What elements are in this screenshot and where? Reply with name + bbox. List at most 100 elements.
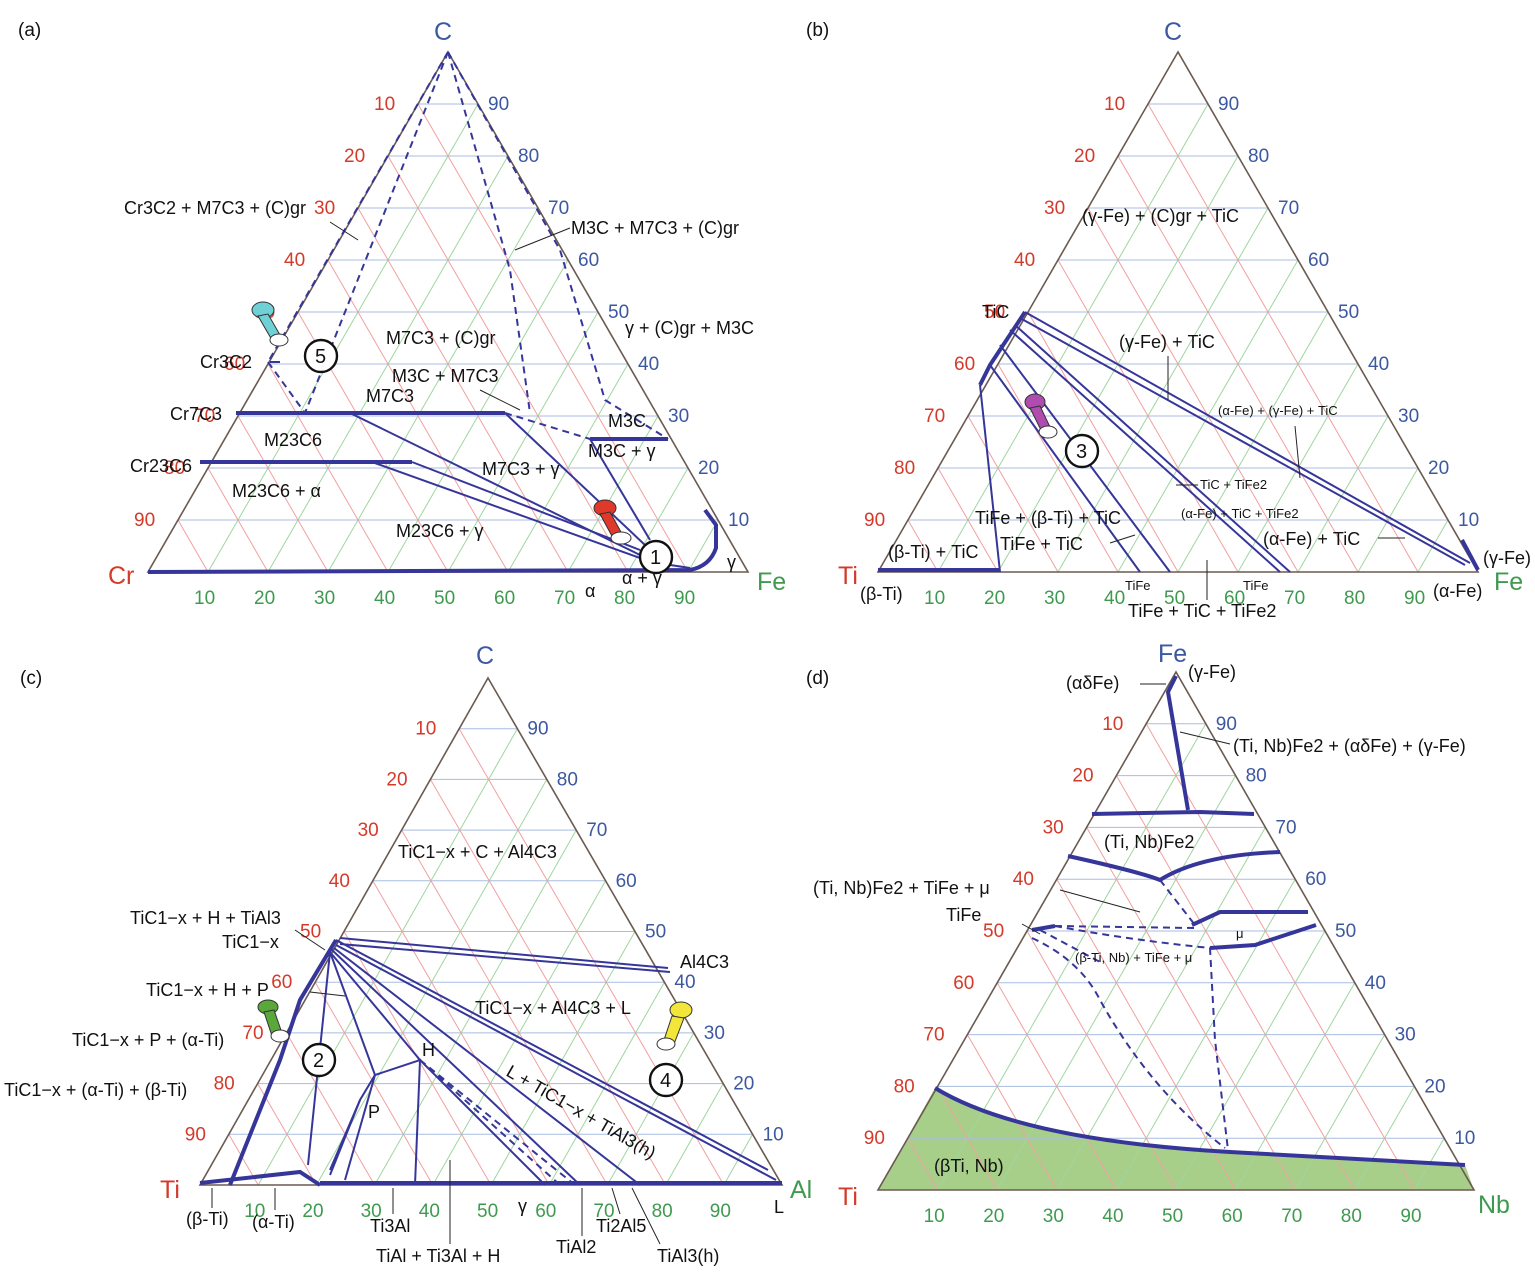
region-label: (α-Fe) [1433, 581, 1482, 601]
grid-line [447, 311, 599, 573]
region-label: TiFe + TiC + TiFe2 [1128, 601, 1276, 621]
region-label: TiFe [1125, 578, 1151, 593]
phase-boundary [228, 938, 338, 1186]
dashed-boundary [267, 361, 306, 414]
tick-label-left: 40 [1014, 250, 1035, 271]
tick-label-bottom: 30 [1043, 1206, 1064, 1227]
region-label: M7C3 + (C)gr [386, 328, 496, 348]
callout-circle [638, 539, 674, 575]
phase-boundary [933, 1086, 1466, 1167]
region-label: α [585, 581, 595, 601]
tick-label-left: 80 [894, 458, 915, 479]
tick-label-left: 90 [864, 1128, 885, 1149]
tick-label-right: 70 [548, 198, 569, 219]
grid-line [401, 829, 608, 1186]
tick-label-bottom: 10 [244, 1201, 265, 1222]
region-label: TiFe + (β-Ti) + TiC [975, 508, 1121, 528]
region-label: Ti3Al [370, 1216, 410, 1236]
region-label: (β-Ti) [186, 1209, 229, 1229]
tick-label-right: 20 [698, 458, 719, 479]
phase-boundary [329, 951, 377, 1181]
phase-boundary [419, 1059, 546, 1186]
callout-number: 3 [1076, 441, 1087, 463]
grid-line [907, 1137, 939, 1191]
region-label: (γ-Fe) + TiC [1119, 332, 1215, 352]
region-label: M3C + γ [588, 441, 656, 461]
grid-line [327, 259, 509, 573]
phase-boundary [329, 1058, 422, 1186]
phase-boundary [339, 943, 671, 973]
region-label: (β-Ti) + TiC [888, 542, 979, 562]
region-label: TiC [982, 302, 1009, 322]
tick-label-bottom: 10 [924, 588, 945, 609]
region-label: TiC1−x + H + P [146, 980, 269, 1000]
tick-label-right: 60 [578, 250, 599, 271]
panel-b: (b) Ti Fe C 10 90 10 20 80 20 30 70 30 40 60 40 50 50… [806, 18, 1531, 621]
callout-number: 5 [315, 346, 326, 368]
tick-label-right: 60 [1305, 869, 1326, 890]
dashed-boundary [1054, 925, 1196, 929]
tick-label-bottom: 40 [1102, 1206, 1123, 1227]
dashed-boundary [447, 51, 531, 414]
tick-label-bottom: 20 [302, 1201, 323, 1222]
tick-label-right: 90 [1216, 714, 1237, 735]
phase-boundary [199, 1169, 322, 1187]
region-label: M23C6 [264, 430, 322, 450]
region-label: (γ-Fe) + (C)gr + TiC [1082, 206, 1239, 226]
region-label: (γ-Fe) [1188, 662, 1236, 682]
phase-boundary [1209, 923, 1317, 950]
tick-label-left: 80 [214, 1074, 235, 1095]
phase-boundary [1009, 329, 1281, 573]
tick-label-bottom: 80 [614, 588, 635, 609]
dashed-boundary [1031, 937, 1226, 1149]
phase-boundary [329, 1099, 361, 1176]
tick-label-bottom: 10 [924, 1206, 945, 1227]
region-label: (β-Ti) [860, 584, 903, 604]
tick-label-bottom: 80 [652, 1201, 673, 1222]
grid-line [687, 519, 719, 573]
tick-label-bottom: 80 [1344, 588, 1365, 609]
grid-line [1297, 415, 1389, 573]
grid-line [257, 728, 518, 1186]
callout-circle [648, 1062, 684, 1098]
region-label: μ [1236, 926, 1244, 941]
tick-label-bottom: 50 [434, 588, 455, 609]
pin-marker-cyan [251, 301, 289, 347]
tick-label-bottom: 70 [593, 1201, 614, 1222]
region-label: M23C6 + γ [396, 521, 484, 541]
grid-line [490, 931, 636, 1186]
tick-label-left: 40 [284, 250, 305, 271]
tick-label-left: 90 [185, 1124, 206, 1145]
region-label: TiC + TiFe2 [1200, 477, 1267, 492]
grid-line [417, 103, 689, 573]
callout-number: 2 [313, 1050, 324, 1072]
tick-label-left: 20 [344, 146, 365, 167]
panel-label: (b) [806, 20, 829, 41]
vertex-left: Ti [160, 1176, 180, 1204]
tick-label-right: 50 [1338, 302, 1359, 323]
region-label: TiFe [946, 905, 981, 925]
phase-boundary [331, 949, 581, 1186]
tick-label-bottom: 50 [1164, 588, 1185, 609]
region-label: Cr23C6 [130, 456, 192, 476]
tick-label-right: 30 [668, 406, 689, 427]
tick-label-left: 10 [415, 719, 436, 740]
region-label: γ [518, 1196, 527, 1216]
phase-boundary [339, 937, 669, 969]
region-label: Cr3C2 [200, 352, 252, 372]
callout-circle [301, 1042, 337, 1078]
grid-line [314, 981, 434, 1186]
phase-boundary [329, 951, 421, 1061]
region-label: (α-Fe) + (γ-Fe) + TiC [1218, 403, 1338, 418]
phase-boundary [411, 461, 641, 551]
region-label: M3C + M7C3 [392, 366, 499, 386]
tick-label-bottom: 90 [1400, 1206, 1421, 1227]
tick-label-bottom: 20 [254, 588, 275, 609]
region-label: TiC1−x + P + (α-Ti) [72, 1030, 224, 1050]
region-label: H [422, 1040, 435, 1060]
region-label: (β-Ti, Nb) + TiFe + μ [1075, 950, 1192, 965]
vertex-top: C [476, 642, 494, 670]
grid-line [967, 415, 1059, 573]
region-label: (αδFe) [1066, 673, 1119, 693]
